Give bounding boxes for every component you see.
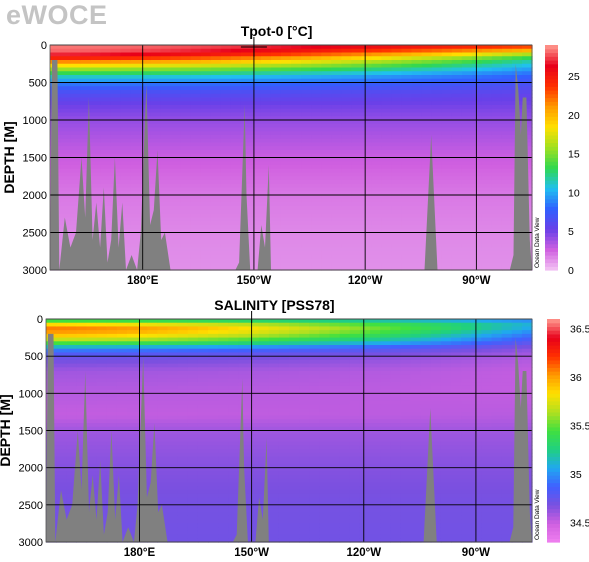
y-tick-label: 2000: [23, 190, 47, 202]
y-axis-label: DEPTH [M]: [1, 121, 17, 193]
y-axis-label: DEPTH [M]: [0, 394, 13, 466]
colorbar: 34.5 35 35.5 36 36.5 Ocean Data View: [534, 319, 589, 543]
y-tick-label: 500: [25, 351, 43, 363]
x-tick-label: 90°W: [462, 275, 490, 287]
colorbar-tick-label: 20: [568, 110, 580, 122]
x-tick-label: 90°W: [462, 547, 490, 559]
x-tick-label: 120°W: [348, 275, 383, 287]
x-tick-label: 120°W: [346, 547, 381, 559]
panel-salinity: SALINITY [PSS78] 0 500 1000 1500 2000 2500 3000…: [0, 297, 589, 559]
odv-credit: Ocean Data View: [534, 489, 541, 540]
y-tick-label: 500: [29, 78, 47, 90]
chart-title: Tpot-0 [°C]: [241, 23, 313, 39]
colorbar-tick-label: 10: [568, 187, 580, 199]
colorbar: 0 5 10 15 20 25 Ocean Data View: [534, 45, 580, 277]
seabed-topography: [46, 333, 532, 542]
x-tick-label: 180°E: [127, 275, 159, 287]
y-tick-label: 0: [41, 40, 47, 52]
colorbar-tick-label: 36: [570, 372, 582, 384]
y-tick-label: 1500: [19, 426, 43, 438]
y-tick-label: 2500: [23, 228, 47, 240]
odv-credit: Ocean Data View: [534, 217, 541, 268]
x-tick-label: 150°W: [237, 275, 272, 287]
y-tick-label: 1000: [19, 388, 43, 400]
x-tick-label: 150°W: [234, 547, 269, 559]
plot-frame: [45, 318, 533, 543]
y-tick-label: 2000: [19, 463, 43, 475]
y-tick-label: 3000: [23, 265, 47, 277]
x-tick-label: 180°E: [124, 547, 156, 559]
colorbar-tick-label: 15: [568, 149, 580, 161]
plot-frame: [49, 44, 533, 271]
ewoce-watermark: eWOCE: [6, 0, 108, 30]
colorbar-tick-label: 36.5: [570, 324, 589, 336]
y-tick-label: 1000: [23, 115, 47, 127]
y-tick-label: 2500: [19, 500, 43, 512]
y-tick-label: 3000: [19, 537, 43, 549]
colorbar-tick-label: 25: [568, 71, 580, 83]
chart-title: SALINITY [PSS78]: [214, 297, 334, 313]
y-tick-label: 0: [37, 314, 43, 326]
colorbar-tick-label: 35.5: [570, 421, 589, 433]
panel-temperature: Tpot-0 [°C] 0 500 1000 1500 2000 2500 3000 180°E…: [1, 23, 580, 287]
colorbar-tick-label: 35: [570, 469, 582, 481]
seabed-topography: [50, 60, 532, 270]
colorbar-tick-label: 0: [568, 265, 574, 277]
y-tick-label: 1500: [23, 153, 47, 165]
colorbar-tick-label: 5: [568, 226, 574, 238]
colorbar-tick-label: 34.5: [570, 518, 589, 530]
